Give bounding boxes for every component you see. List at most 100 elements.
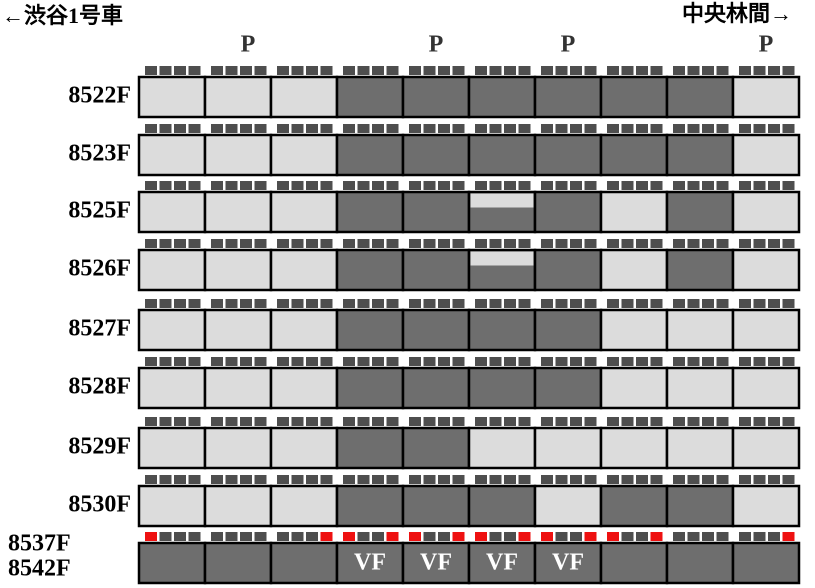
car-body [401,426,471,470]
roof-unit [409,124,421,133]
roof-unit [541,124,553,133]
car-body [731,366,801,410]
roof-unit [702,417,714,426]
roof-unit [343,124,355,133]
roof-unit [570,124,582,133]
roof-unit [357,475,370,484]
roof-unit [277,532,289,541]
roof-unit [320,299,333,308]
roof-unit [504,66,516,75]
roof-unit [504,532,516,541]
roof-unit [687,181,700,190]
roof-unit [621,417,634,426]
car-body [599,308,669,352]
formation-number: 8525F [68,198,131,224]
roof-unit [240,417,252,426]
roof-unit [687,532,700,541]
roof-unit [211,532,223,541]
roof-unit [254,417,267,426]
roof-unit [621,475,634,484]
roof-unit [753,239,766,248]
car-body [203,484,273,528]
roof-unit [607,417,619,426]
roof-unit [452,532,465,541]
roof-unit [518,299,531,308]
roof-unit [673,66,685,75]
car-body [203,426,273,470]
car-body [335,75,405,119]
roof-unit [753,475,766,484]
roof-unit [673,299,685,308]
formation-number: 8530F [68,492,131,518]
roof-unit [372,475,384,484]
roof-unit [489,239,502,248]
roof-unit [240,124,252,133]
car-body [665,484,735,528]
roof-unit [768,181,780,190]
roof-unit [343,181,355,190]
roof-unit [489,66,502,75]
roof-unit [782,417,795,426]
roof-unit [687,417,700,426]
roof-unit [159,239,172,248]
roof-unit [409,299,421,308]
roof-unit [225,532,238,541]
roof-unit [570,181,582,190]
roof-unit [753,532,766,541]
roof-unit [386,181,399,190]
car-body [731,190,801,234]
roof-unit [306,124,318,133]
roof-unit [475,532,487,541]
roof-unit [518,475,531,484]
car-body [665,426,735,470]
roof-unit [716,417,729,426]
car-body [137,366,207,410]
roof-unit [159,475,172,484]
roof-unit [570,239,582,248]
roof-unit [768,417,780,426]
roof-unit [716,532,729,541]
car-body [731,308,801,352]
roof-unit [584,239,597,248]
pantograph-label: P [561,32,576,58]
roof-unit [650,417,663,426]
roof-unit [555,124,568,133]
car-body [467,541,537,585]
roof-unit [306,475,318,484]
car-body [731,426,801,470]
roof-unit [320,239,333,248]
roof-unit [452,475,465,484]
roof-unit [768,66,780,75]
roof-unit [555,181,568,190]
roof-unit [145,532,157,541]
roof-unit [702,66,714,75]
roof-unit [240,181,252,190]
car-body [137,248,207,292]
roof-unit [716,239,729,248]
roof-unit [225,417,238,426]
roof-unit [343,417,355,426]
roof-unit [357,239,370,248]
car-label: VF [552,550,584,576]
roof-unit [621,124,634,133]
roof-unit [650,181,663,190]
roof-unit [518,357,531,366]
car-body [665,541,735,585]
roof-unit [188,299,201,308]
roof-unit [159,357,172,366]
roof-unit [673,417,685,426]
roof-unit [716,299,729,308]
roof-unit [650,124,663,133]
roof-unit [254,532,267,541]
car-body [533,190,603,234]
car-body [269,133,339,177]
roof-unit [188,357,201,366]
roof-unit [716,124,729,133]
roof-unit [188,124,201,133]
roof-unit [320,357,333,366]
roof-unit [518,417,531,426]
roof-unit [739,124,751,133]
pantograph-label: P [759,32,774,58]
roof-unit [541,417,553,426]
